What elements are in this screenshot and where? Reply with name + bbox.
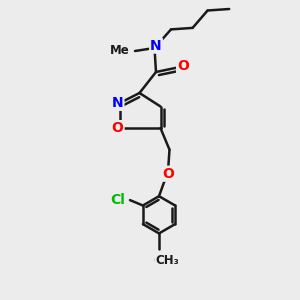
Text: O: O xyxy=(163,167,175,181)
Text: O: O xyxy=(153,254,165,268)
Text: N: N xyxy=(112,96,123,110)
Text: O: O xyxy=(177,59,189,73)
Text: N: N xyxy=(150,39,162,52)
Text: CH₃: CH₃ xyxy=(155,254,179,267)
Text: O: O xyxy=(112,121,124,135)
Text: Me: Me xyxy=(110,44,130,58)
Text: Cl: Cl xyxy=(110,193,125,207)
